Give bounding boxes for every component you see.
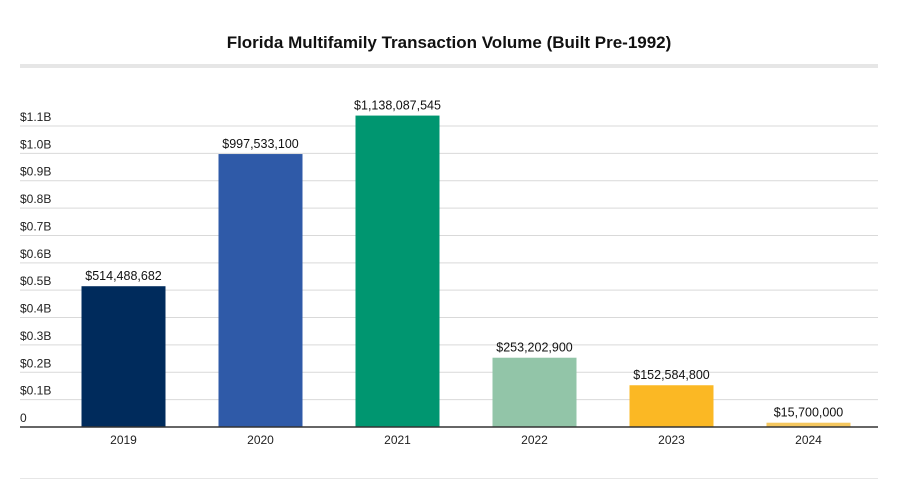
bar-2024 [766, 422, 851, 427]
data-label-2022: $253,202,900 [496, 341, 573, 355]
x-tick-label-2024: 2024 [795, 433, 822, 447]
y-tick-label: $0.9B [20, 165, 51, 179]
bottom-divider [20, 478, 878, 479]
data-label-2021: $1,138,087,545 [354, 99, 441, 113]
chart-title: Florida Multifamily Transaction Volume (… [227, 33, 672, 52]
x-tick-label-2019: 2019 [110, 433, 137, 447]
title-divider [20, 64, 878, 68]
y-tick-label: $1.0B [20, 137, 51, 151]
x-tick-label-2023: 2023 [658, 433, 685, 447]
bar-2020 [218, 154, 303, 427]
bar-2023 [629, 385, 714, 427]
y-axis-tick-labels: 0 $0.1B $0.2B $0.3B $0.4B $0.5B $0.6B $0.7B $0.8… [20, 110, 51, 425]
y-tick-label: $0.3B [20, 329, 51, 343]
y-tick-label: $0.6B [20, 247, 51, 261]
x-tick-label-2022: 2022 [521, 433, 548, 447]
x-tick-label-2021: 2021 [384, 433, 411, 447]
y-tick-label: $0.5B [20, 274, 51, 288]
y-tick-label: $0.4B [20, 302, 51, 316]
y-tick-label: 0 [20, 411, 27, 425]
data-label-2024: $15,700,000 [774, 406, 844, 420]
data-labels: $514,488,682 $997,533,100 $1,138,087,545 $2… [85, 99, 843, 420]
data-label-2019: $514,488,682 [85, 269, 162, 283]
x-tick-label-2020: 2020 [247, 433, 274, 447]
data-label-2023: $152,584,800 [633, 368, 710, 382]
bar-2021 [355, 115, 440, 427]
y-tick-label: $0.1B [20, 384, 51, 398]
x-axis-tick-labels: 2019 2020 2021 2022 2023 2024 [110, 433, 822, 447]
y-tick-label: $0.2B [20, 356, 51, 370]
y-tick-label: $0.7B [20, 219, 51, 233]
y-tick-label: $1.1B [20, 110, 51, 124]
bars [81, 115, 851, 427]
y-tick-label: $0.8B [20, 192, 51, 206]
bar-2022 [492, 357, 577, 427]
bar-2019 [81, 286, 166, 427]
data-label-2020: $997,533,100 [222, 137, 299, 151]
